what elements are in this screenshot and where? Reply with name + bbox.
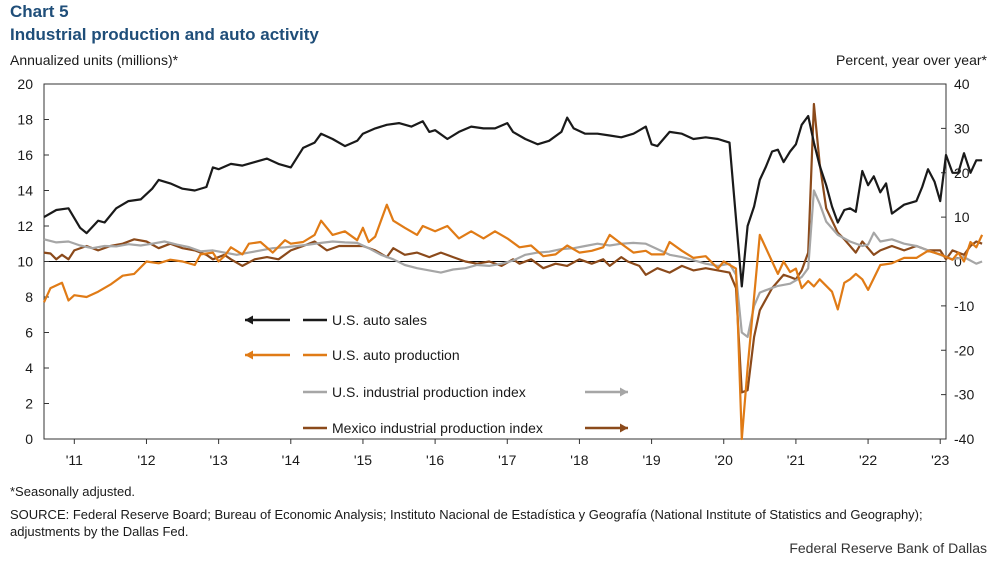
legend-item: U.S. auto production <box>245 347 460 363</box>
legend-arrowhead-icon <box>245 315 253 325</box>
x-tick-label: '15 <box>354 452 372 468</box>
axes-layer: 0 2 4 6 8 10 12 14 16 18 20 -40 -30 -20 -10 0 10 20 30 40 '1… <box>17 76 974 468</box>
y-right-tick-label: -20 <box>954 342 974 358</box>
y-left-tick-label: 4 <box>25 360 33 376</box>
y-left-tick-label: 0 <box>25 431 33 447</box>
y-axis-left-label: Annualized units (millions)* <box>10 52 179 68</box>
x-tick-label: '14 <box>282 452 300 468</box>
legend-item: Mexico industrial production index <box>303 420 628 436</box>
legend-arrowhead-icon <box>245 350 253 360</box>
series-line-u-s-industrial-production-index <box>43 189 983 338</box>
x-tick-label: '18 <box>570 452 588 468</box>
x-tick-label: '21 <box>787 452 805 468</box>
legend-item: U.S. industrial production index <box>303 384 628 400</box>
x-tick-label: '11 <box>66 452 83 468</box>
y-right-tick-label: 0 <box>954 254 962 270</box>
source-note: SOURCE: Federal Reserve Board; Bureau of… <box>10 507 923 539</box>
x-tick-label: '19 <box>642 452 660 468</box>
series-layer <box>42 102 984 441</box>
y-right-tick-label: 40 <box>954 76 970 92</box>
legend-label: U.S. industrial production index <box>332 384 526 400</box>
y-left-tick-label: 12 <box>17 218 33 234</box>
x-tick-label: '23 <box>931 452 949 468</box>
y-right-tick-label: -30 <box>954 387 974 403</box>
y-right-tick-label: 10 <box>954 209 970 225</box>
y-left-tick-label: 2 <box>25 396 33 412</box>
y-left-tick-label: 20 <box>17 76 33 92</box>
y-right-tick-label: -40 <box>954 431 974 447</box>
y-left-tick-label: 6 <box>25 325 33 341</box>
y-right-tick-label: 30 <box>954 120 970 136</box>
chart-subtitle: Industrial production and auto activity <box>10 25 319 44</box>
legend-arrowhead-icon <box>620 387 628 397</box>
x-tick-label: '16 <box>426 452 444 468</box>
chart-title: Chart 5 <box>10 2 69 21</box>
x-tick-label: '12 <box>137 452 155 468</box>
footnote: *Seasonally adjusted. <box>10 484 136 499</box>
x-tick-label: '20 <box>715 452 733 468</box>
x-tick-label: '22 <box>859 452 877 468</box>
y-left-tick-label: 8 <box>25 289 33 305</box>
chart-plot: 0 2 4 6 8 10 12 14 16 18 20 -40 -30 -20 -10 0 10 20 30 40 '1… <box>17 76 984 468</box>
y-right-tick-label: -10 <box>954 298 974 314</box>
legend-label: Mexico industrial production index <box>332 420 543 436</box>
credit-line: Federal Reserve Bank of Dallas <box>789 540 987 556</box>
series-line-mexico-industrial-production-index <box>43 102 983 394</box>
legend-label: U.S. auto production <box>332 347 460 363</box>
y-axis-right-label: Percent, year over year* <box>836 52 987 68</box>
legend: U.S. auto sales U.S. auto production U.S. … <box>245 312 628 436</box>
y-right-tick-label: 20 <box>954 165 970 181</box>
series-line-u-s-auto-sales <box>43 114 983 288</box>
legend-arrowhead-icon <box>620 423 628 433</box>
y-left-tick-label: 16 <box>17 147 33 163</box>
series-line-u-s-auto-production <box>42 203 984 441</box>
legend-item: U.S. auto sales <box>245 312 427 328</box>
y-left-tick-label: 14 <box>17 183 33 199</box>
x-tick-label: '13 <box>210 452 228 468</box>
y-left-tick-label: 18 <box>17 112 33 128</box>
legend-label: U.S. auto sales <box>332 312 427 328</box>
x-tick-label: '17 <box>498 452 516 468</box>
y-left-tick-label: 10 <box>17 254 33 270</box>
